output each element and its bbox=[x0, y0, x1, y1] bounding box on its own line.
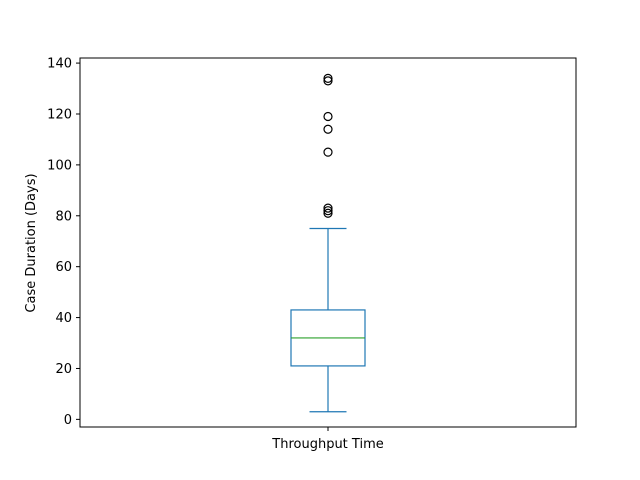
y-tick-label: 0 bbox=[64, 413, 72, 428]
y-axis-ticks: 0 20 40 60 80 100 120 140 bbox=[47, 57, 80, 428]
outlier-point bbox=[323, 208, 333, 218]
y-axis-label: Case Duration (Days) bbox=[24, 173, 39, 312]
outlier-point bbox=[323, 111, 333, 122]
box-group bbox=[290, 73, 366, 413]
y-tick-label: 100 bbox=[47, 158, 72, 173]
outlier-point bbox=[323, 73, 333, 83]
y-tick-label: 140 bbox=[47, 57, 72, 72]
y-tick-label: 120 bbox=[47, 107, 72, 122]
x-axis-ticks: Throughput Time bbox=[271, 427, 384, 452]
outlier-point bbox=[323, 147, 333, 157]
y-tick-label: 20 bbox=[55, 362, 72, 377]
outlier-point bbox=[323, 206, 333, 216]
y-tick-label: 60 bbox=[55, 260, 72, 275]
x-tick-label: Throughput Time bbox=[271, 437, 383, 452]
outlier-point bbox=[323, 76, 333, 86]
y-tick-label: 40 bbox=[55, 311, 72, 326]
y-tick-label: 80 bbox=[55, 209, 72, 224]
outlier-point bbox=[323, 203, 333, 213]
outlier-point bbox=[323, 124, 333, 134]
